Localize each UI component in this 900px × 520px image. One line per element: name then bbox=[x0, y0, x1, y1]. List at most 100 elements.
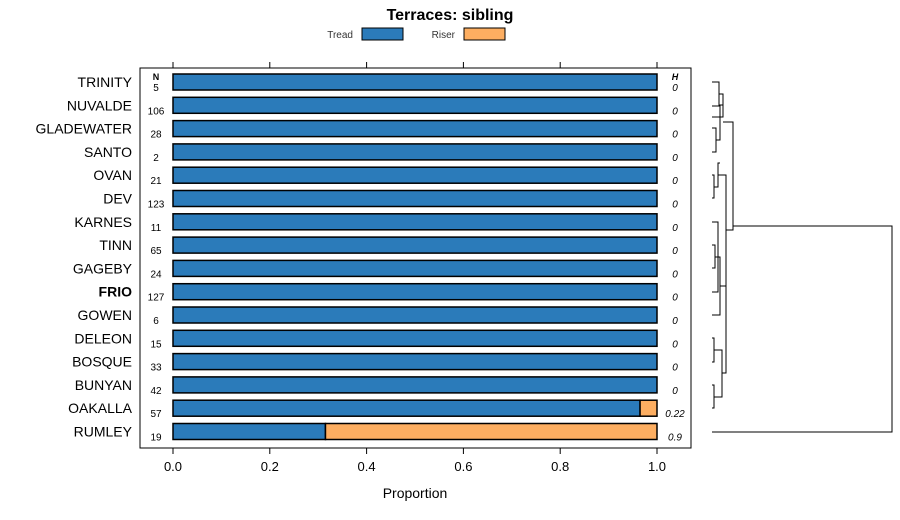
bar-segment-tread bbox=[172, 96, 658, 115]
bar-row: KARNES 11 0 bbox=[74, 213, 678, 234]
category-label: KARNES bbox=[74, 214, 132, 230]
bar-segment-tread bbox=[172, 352, 658, 371]
bar-row: DELEON 15 0 bbox=[74, 329, 678, 350]
n-value: 19 bbox=[150, 433, 162, 444]
h-value: 0.9 bbox=[668, 433, 682, 444]
plot-panel bbox=[139, 67, 692, 449]
bar-segment-tread bbox=[172, 213, 658, 231]
bar-row: FRIO 127 0 bbox=[99, 282, 678, 304]
bar-row: TINN 65 0 bbox=[99, 236, 678, 257]
category-label: DEV bbox=[103, 191, 132, 207]
n-value: 65 bbox=[150, 246, 162, 257]
bar-segment-riser bbox=[324, 422, 658, 441]
bar-row: BUNYAN 42 0 bbox=[75, 376, 678, 397]
h-value: 0 bbox=[672, 246, 678, 257]
n-value: 106 bbox=[148, 106, 165, 117]
n-value: 11 bbox=[151, 223, 162, 234]
n-value: 21 bbox=[150, 176, 162, 187]
x-axis-title: Proportion bbox=[383, 485, 448, 501]
bar-row: GLADEWATER 28 0 bbox=[36, 119, 678, 141]
x-axis: 0.0 0.2 0.4 0.6 0.8 1.0 bbox=[164, 62, 666, 474]
category-label: BUNYAN bbox=[75, 377, 132, 393]
category-label: SANTO bbox=[84, 144, 132, 160]
category-label: NUVALDE bbox=[67, 97, 132, 113]
category-label: GAGEBY bbox=[73, 260, 133, 276]
h-value: 0 bbox=[672, 200, 678, 211]
x-tick-label: 0.2 bbox=[261, 459, 279, 474]
h-value: 0 bbox=[672, 339, 678, 350]
bar-row: NUVALDE 106 0 bbox=[67, 96, 678, 117]
n-value: 2 bbox=[153, 153, 159, 164]
n-value: 5 bbox=[153, 83, 159, 94]
bar-segment-tread bbox=[172, 399, 641, 417]
category-label: FRIO bbox=[99, 284, 133, 300]
bar-segment-tread bbox=[172, 236, 658, 254]
category-label: BOSQUE bbox=[72, 354, 132, 370]
n-value: 28 bbox=[150, 130, 162, 141]
n-value: 127 bbox=[148, 293, 165, 304]
category-label: RUMLEY bbox=[74, 424, 133, 440]
x-tick-label: 0.6 bbox=[454, 459, 472, 474]
n-value: 33 bbox=[150, 363, 162, 374]
h-value: 0 bbox=[672, 316, 678, 327]
h-value: 0 bbox=[672, 363, 678, 374]
x-tick-label: 0.4 bbox=[358, 459, 376, 474]
legend-label-tread: Tread bbox=[327, 30, 353, 41]
n-value: 57 bbox=[150, 409, 162, 420]
h-value: 0 bbox=[672, 269, 678, 280]
n-value: 24 bbox=[150, 269, 162, 280]
h-value: 0 bbox=[672, 153, 678, 164]
x-tick-label: 0.0 bbox=[164, 459, 182, 474]
h-value: 0 bbox=[672, 83, 678, 94]
dendrogram bbox=[712, 81, 893, 433]
bar-row: GOWEN 6 0 bbox=[78, 306, 678, 327]
bar-row: DEV 123 0 bbox=[103, 189, 678, 211]
bar-segment-tread bbox=[172, 73, 658, 91]
bar-row: SANTO 2 0 bbox=[84, 143, 678, 164]
h-value: 0 bbox=[672, 176, 678, 187]
n-value: 42 bbox=[150, 386, 162, 397]
legend-label-riser: Riser bbox=[432, 30, 456, 41]
x-tick-label: 0.8 bbox=[551, 459, 569, 474]
h-column-header: H bbox=[672, 72, 679, 82]
category-label: DELEON bbox=[74, 330, 132, 346]
bar-segment-riser bbox=[639, 399, 658, 417]
bar-segment-tread bbox=[172, 329, 658, 348]
bar-segment-tread bbox=[172, 119, 658, 138]
n-value: 123 bbox=[148, 200, 165, 211]
category-label: GLADEWATER bbox=[36, 121, 132, 137]
category-label: TRINITY bbox=[78, 74, 133, 90]
bar-segment-tread bbox=[172, 282, 658, 301]
n-value: 6 bbox=[153, 316, 159, 327]
bar-rows: TRINITY 5 0 NUVALDE 106 0 GLADEWATER 28 0 SANTO 2 0… bbox=[36, 73, 685, 444]
bar-segment-tread bbox=[172, 376, 658, 394]
bar-segment-tread bbox=[172, 189, 658, 208]
bar-row: RUMLEY 19 0.9 bbox=[74, 422, 682, 444]
bar-row: OAKALLA 57 0.22 bbox=[68, 399, 685, 420]
bar-row: OVAN 21 0 bbox=[93, 166, 678, 187]
x-tick-label: 1.0 bbox=[648, 459, 666, 474]
bar-segment-tread bbox=[172, 143, 658, 161]
bar-segment-tread bbox=[172, 259, 658, 278]
bar-segment-tread bbox=[172, 166, 658, 184]
legend-swatch-riser bbox=[463, 27, 506, 41]
bar-segment-tread bbox=[172, 306, 658, 324]
h-value: 0 bbox=[672, 106, 678, 117]
bar-row: BOSQUE 33 0 bbox=[72, 352, 678, 374]
category-label: GOWEN bbox=[78, 307, 132, 323]
category-label: OVAN bbox=[93, 167, 132, 183]
legend: Tread Riser bbox=[327, 27, 506, 41]
n-column-header: N bbox=[153, 72, 160, 82]
chart-title: Terraces: sibling bbox=[387, 7, 514, 24]
legend-swatch-tread bbox=[361, 27, 404, 41]
bar-row: GAGEBY 24 0 bbox=[73, 259, 678, 280]
bar-row: TRINITY 5 0 bbox=[78, 73, 678, 94]
h-value: 0 bbox=[672, 293, 678, 304]
bar-segment-tread bbox=[172, 422, 327, 441]
h-value: 0.22 bbox=[665, 409, 685, 420]
h-value: 0 bbox=[672, 386, 678, 397]
category-label: OAKALLA bbox=[68, 400, 132, 416]
category-label: TINN bbox=[99, 237, 132, 253]
h-value: 0 bbox=[672, 223, 678, 234]
